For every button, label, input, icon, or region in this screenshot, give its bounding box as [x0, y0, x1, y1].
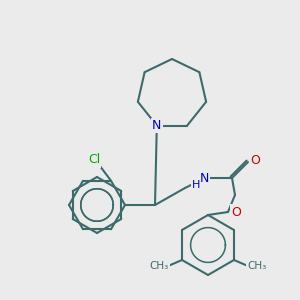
Text: O: O	[250, 154, 260, 166]
Text: N: N	[152, 119, 161, 132]
Text: N: N	[199, 172, 209, 184]
Text: CH₃: CH₃	[248, 261, 267, 271]
Text: H: H	[192, 180, 200, 190]
Text: O: O	[231, 206, 241, 218]
Text: CH₃: CH₃	[149, 261, 169, 271]
Text: Cl: Cl	[88, 153, 100, 166]
